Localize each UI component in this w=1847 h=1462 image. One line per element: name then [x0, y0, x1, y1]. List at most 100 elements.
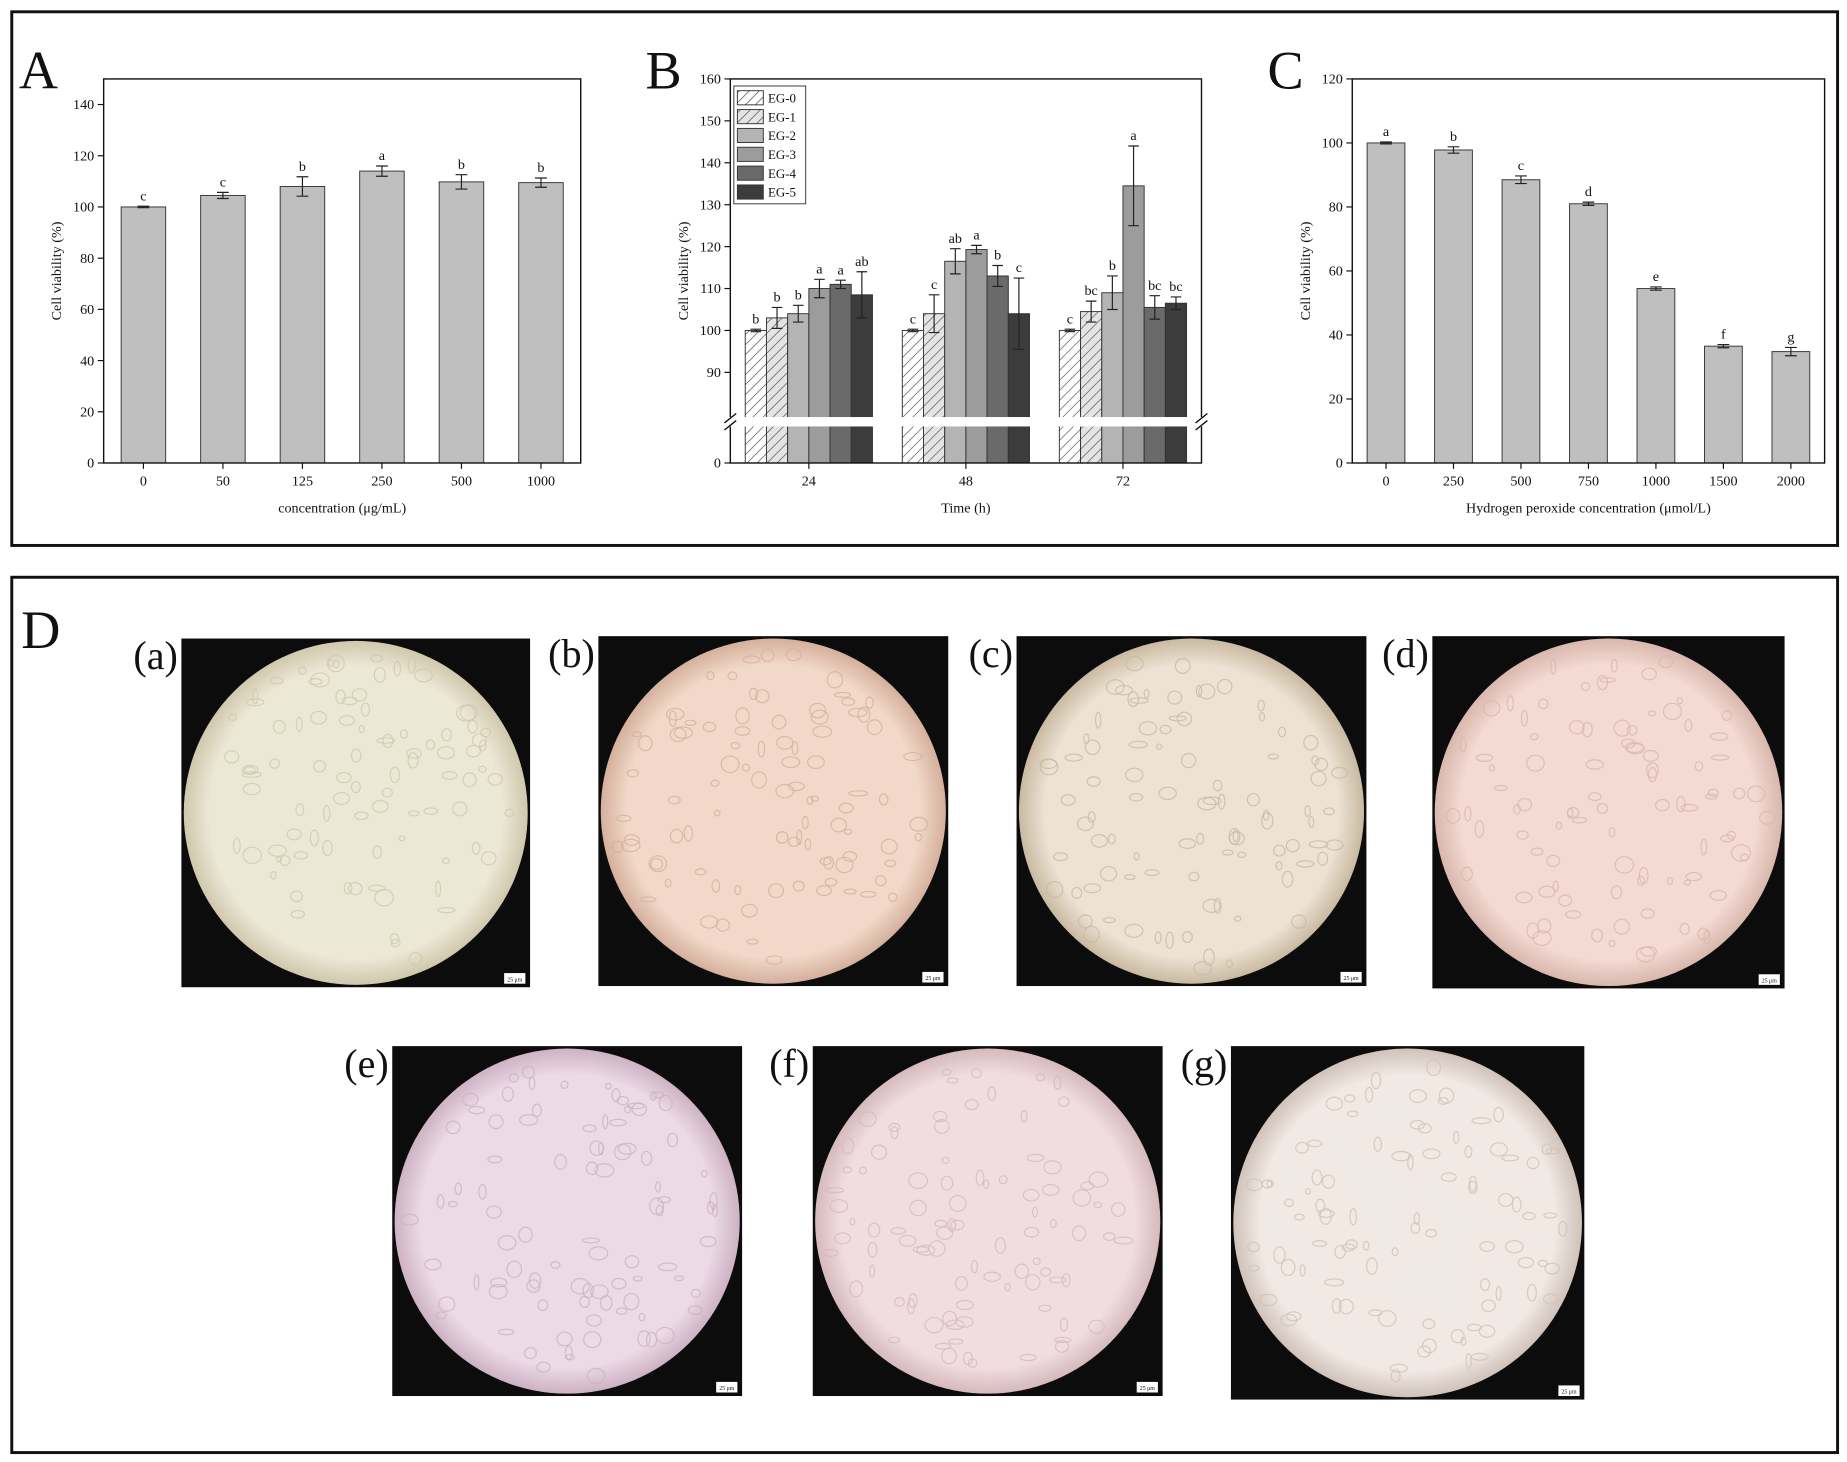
bar [808, 288, 831, 464]
cell [452, 801, 468, 817]
cell [626, 769, 639, 778]
cell [1555, 821, 1563, 830]
cell [1614, 856, 1635, 874]
cell [631, 731, 642, 738]
bar [438, 181, 485, 464]
cell [713, 809, 721, 817]
cell [1707, 788, 1720, 798]
cell [436, 907, 456, 914]
cell [1054, 1336, 1072, 1344]
error-bar [971, 244, 982, 255]
cell [848, 790, 869, 797]
cell [275, 856, 282, 863]
legend-swatch [736, 109, 764, 125]
cell [983, 1271, 1001, 1282]
error-bar [1380, 141, 1392, 145]
cell [1365, 1257, 1378, 1275]
cell [1077, 914, 1093, 929]
cell [1196, 832, 1205, 845]
cell [1084, 739, 1101, 756]
cell [1641, 667, 1657, 681]
cell [1587, 792, 1602, 802]
cell [785, 648, 802, 662]
significance-label: ab [855, 254, 868, 270]
cell [1474, 820, 1485, 838]
cell [1182, 931, 1193, 943]
cell [640, 1150, 653, 1166]
cell [1267, 753, 1279, 760]
cell [801, 815, 809, 830]
cell [228, 713, 237, 722]
cell [479, 739, 487, 752]
cell [1460, 1336, 1467, 1347]
micrograph-label: (b) [548, 631, 595, 676]
cell [1459, 736, 1467, 753]
legend-label: EG-2 [768, 128, 796, 143]
cell [332, 792, 351, 805]
axis-break-mark [723, 420, 737, 431]
cell [232, 837, 241, 855]
x-axis-label: Time (h) [941, 500, 991, 516]
micrograph [392, 1046, 743, 1397]
micrograph-field [600, 638, 946, 984]
cell [1596, 803, 1609, 814]
cell [835, 856, 854, 874]
cell [1040, 1267, 1052, 1277]
cell [1545, 1147, 1561, 1155]
cell [1143, 688, 1150, 699]
y-tick-label: 120 [700, 239, 721, 255]
cell [350, 780, 361, 794]
cell [594, 1163, 615, 1178]
cell [1460, 866, 1473, 882]
cell [1610, 658, 1618, 673]
cell [948, 1195, 967, 1212]
cell [1323, 807, 1335, 816]
cell [1345, 1239, 1358, 1250]
cell [638, 1312, 646, 1322]
cell [1647, 766, 1658, 783]
significance-label: b [795, 287, 802, 303]
cell [1581, 721, 1593, 738]
cell [360, 702, 371, 717]
cell [447, 1200, 458, 1208]
scale-bar-bg [504, 973, 526, 984]
x-tick-label: 250 [1443, 473, 1464, 489]
cell [1626, 724, 1638, 736]
significance-label: a [816, 261, 823, 277]
cell [309, 710, 328, 725]
cell [1445, 808, 1461, 824]
cell [586, 1314, 602, 1327]
cell [843, 888, 857, 895]
cell [720, 755, 740, 774]
cell [838, 802, 854, 814]
cell [1296, 860, 1315, 868]
cell [1452, 1130, 1460, 1144]
bar [120, 206, 167, 464]
cell [746, 938, 759, 945]
y-axis-label: Cell viability (%) [676, 221, 692, 320]
cell [389, 766, 400, 784]
cell [1655, 798, 1670, 812]
cell [1409, 1119, 1426, 1130]
cell [1378, 1310, 1397, 1327]
cell [1676, 796, 1686, 813]
y-tick-label: 60 [80, 302, 94, 318]
cell [1506, 695, 1514, 712]
cell [1543, 1212, 1558, 1219]
cell [1317, 1209, 1335, 1218]
y-tick-label: 60 [1329, 264, 1343, 280]
cell [454, 1182, 462, 1196]
cell [1613, 719, 1631, 737]
significance-label: g [1787, 330, 1794, 346]
error-bar [296, 176, 309, 197]
error-bar [137, 205, 150, 209]
panel-letter: A [19, 40, 58, 100]
micrograph [1432, 636, 1785, 989]
scale-bar-label: 25 μm [1561, 1390, 1576, 1396]
cell [1482, 700, 1501, 717]
micrograph-field [1434, 638, 1783, 987]
cell [560, 1080, 569, 1089]
cell [1740, 853, 1749, 862]
error-bar [1582, 201, 1595, 206]
y-axis-label: Cell viability (%) [1298, 221, 1314, 320]
